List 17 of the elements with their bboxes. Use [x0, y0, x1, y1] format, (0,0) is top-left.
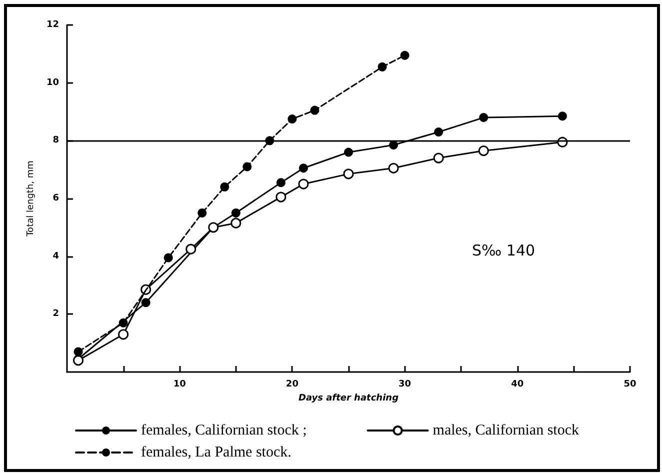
x-tick-label: 10	[173, 380, 186, 390]
y-tick-label: 8	[52, 136, 59, 146]
annotation: S‰ 140	[472, 242, 536, 260]
y-tick-label: 6	[52, 194, 59, 204]
y-tick-label: 12	[46, 20, 59, 30]
legend-label: females, La Palme stock.	[141, 444, 292, 460]
y-tick-label: 4	[52, 251, 59, 262]
legend-label: males, Californian stock	[432, 422, 580, 438]
y-tick-label: 10	[46, 78, 59, 88]
y-axis-title: Total length, mm	[26, 160, 36, 238]
legend-label: females, Californian stock ;	[141, 422, 307, 438]
x-tick-label: 30	[398, 380, 412, 390]
x-tick-label: 50	[624, 380, 636, 390]
x-axis-title: Days after hatching	[298, 394, 400, 404]
x-tick-label: 20	[286, 380, 298, 390]
y-tick-label: 2	[52, 309, 59, 320]
x-tick-label: 40	[511, 380, 524, 390]
